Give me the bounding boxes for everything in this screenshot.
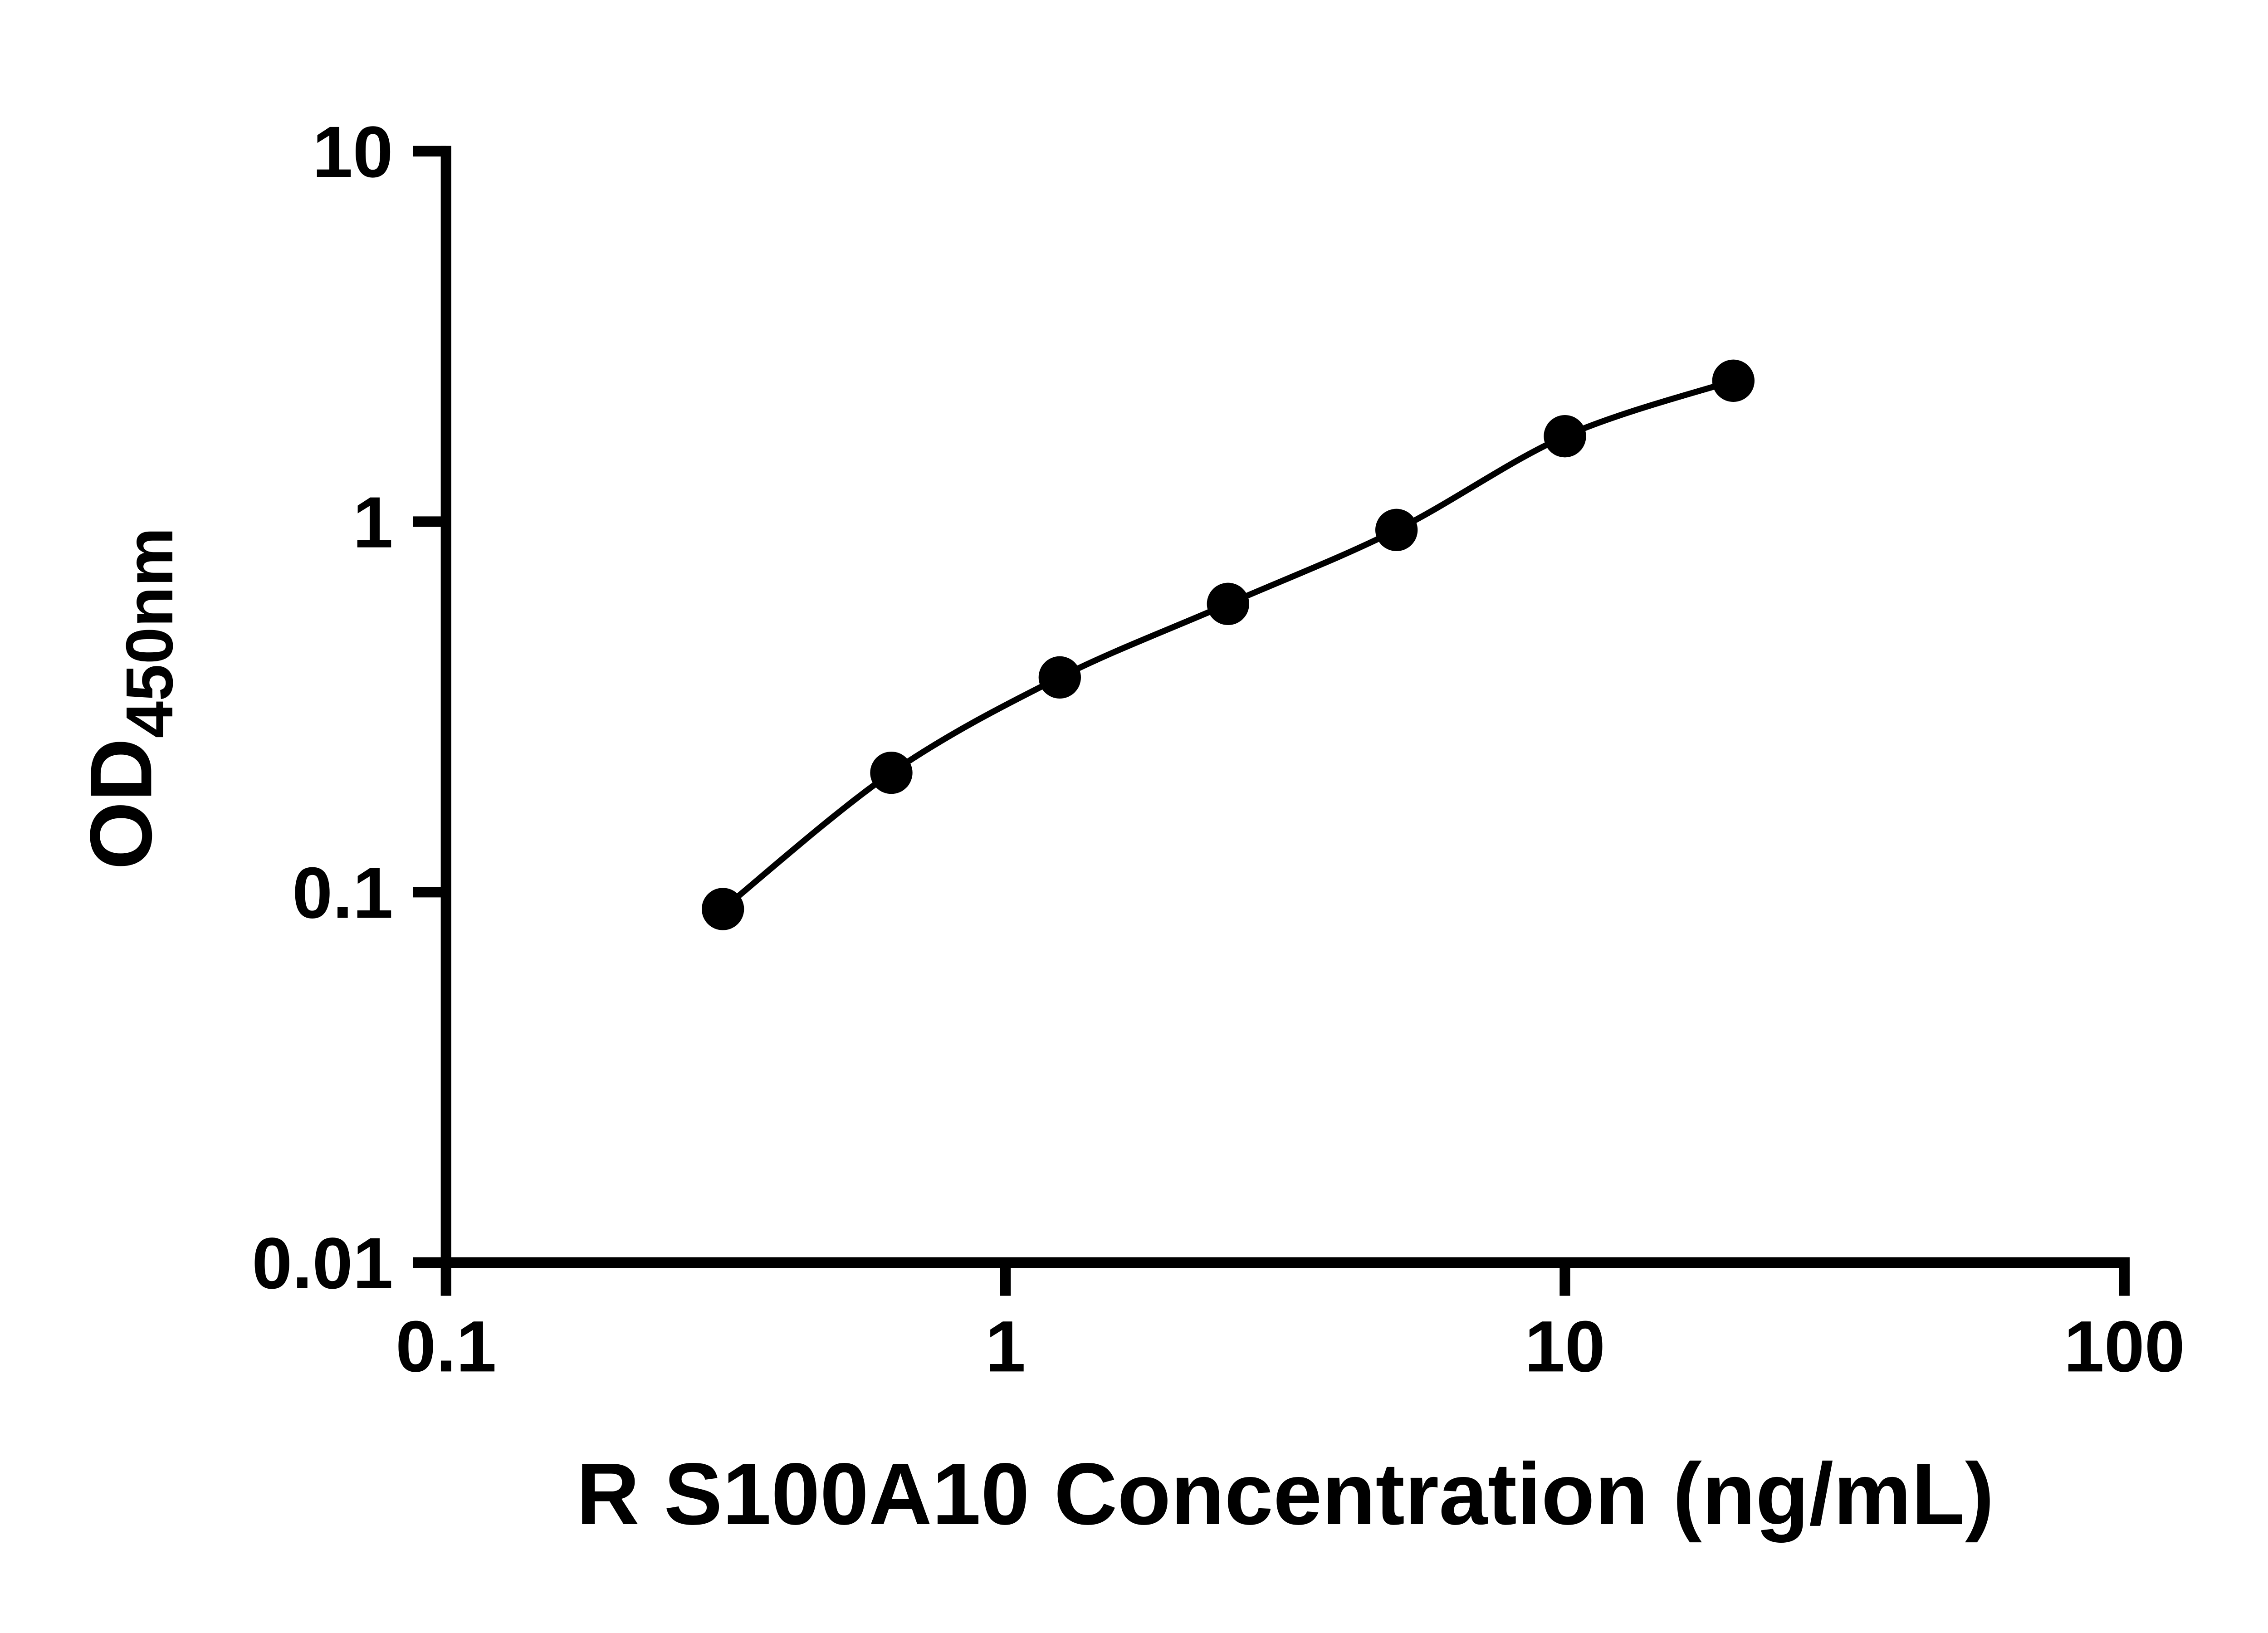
y-tick-label: 0.01 xyxy=(252,1222,393,1304)
x-tick-label: 0.1 xyxy=(396,1305,496,1387)
x-axis-title: R S100A10 Concentration (ng/mL) xyxy=(576,1445,1994,1543)
y-axis-title-subscript: 450nm xyxy=(112,528,187,738)
data-point xyxy=(1207,582,1249,625)
y-axis-title: OD450nm xyxy=(72,528,187,870)
x-tick-label: 100 xyxy=(2064,1305,2185,1387)
data-point xyxy=(702,888,744,930)
plot-layer xyxy=(702,359,1755,930)
data-point xyxy=(1544,415,1586,458)
y-tick-label: 0.1 xyxy=(292,852,393,933)
x-tick-label: 1 xyxy=(985,1305,1026,1387)
y-tick-label: 1 xyxy=(353,482,393,563)
data-point xyxy=(1712,359,1755,402)
y-axis-title-main: OD xyxy=(72,738,170,870)
y-tick-label: 10 xyxy=(313,111,393,192)
x-tick-label: 10 xyxy=(1525,1305,1605,1387)
data-point xyxy=(870,752,913,794)
data-point xyxy=(1375,508,1418,551)
curve-line xyxy=(721,377,1735,912)
data-point xyxy=(1038,656,1081,699)
